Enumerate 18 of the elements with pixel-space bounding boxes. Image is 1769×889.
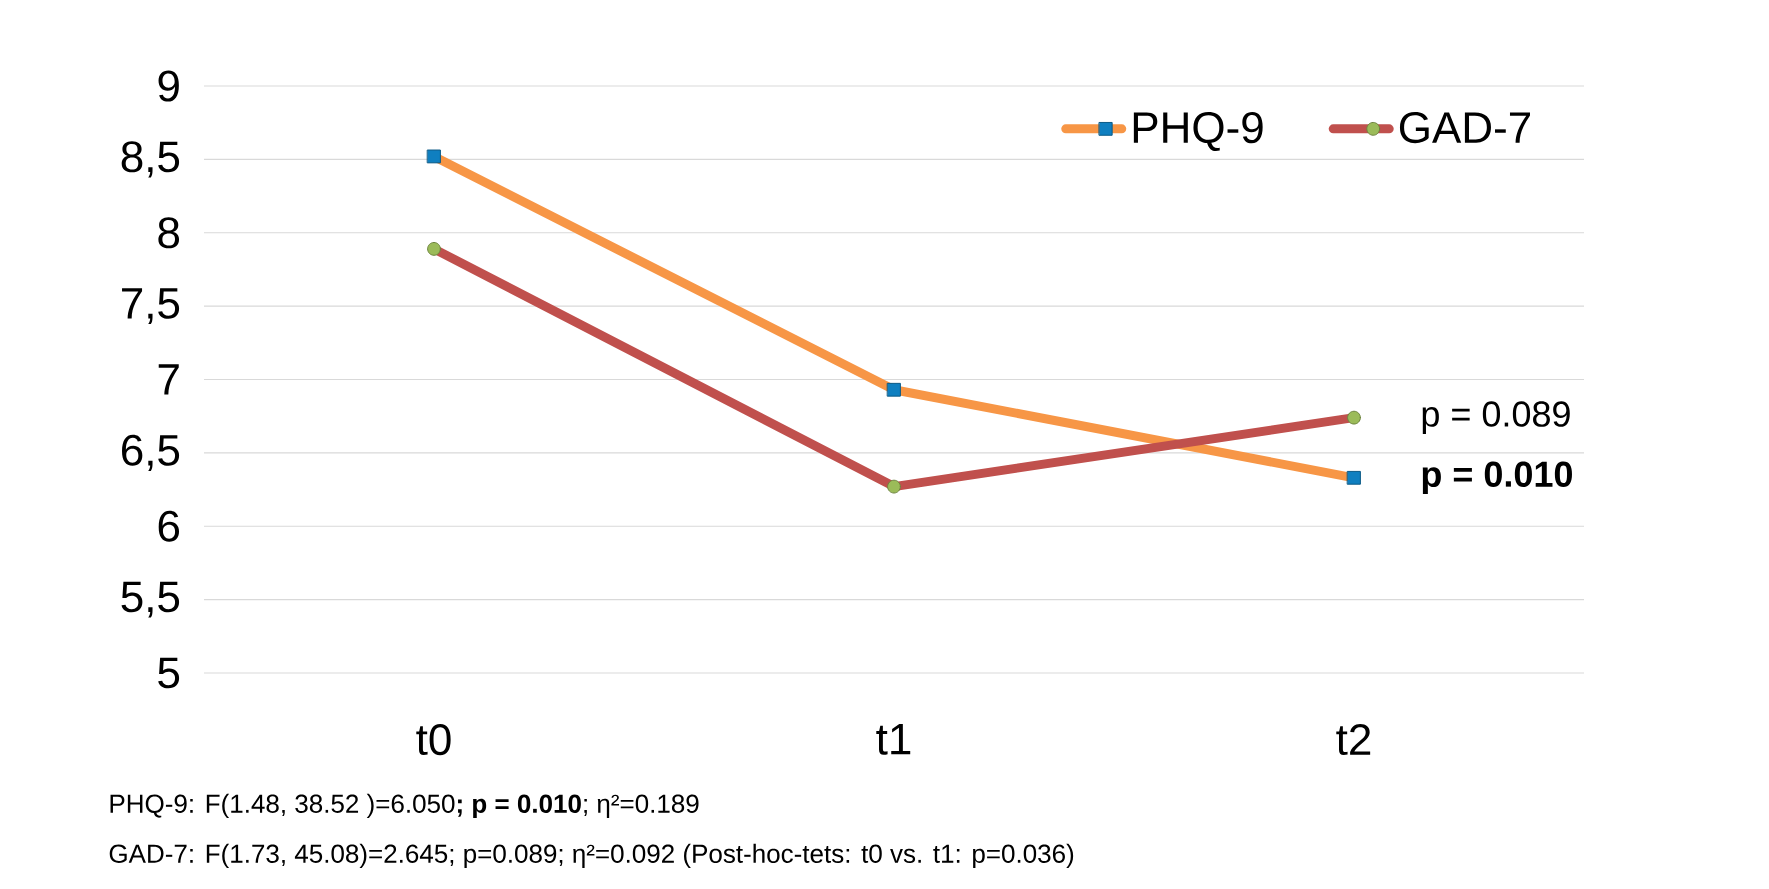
legend-label: PHQ-9	[1133, 111, 1263, 152]
x-tick-label: t1	[876, 724, 911, 755]
y-tick-label: 5	[158, 657, 180, 689]
x-tick-label: t2	[1336, 724, 1371, 756]
text: PHQ-9: F(1.48, 38.52 )=6.050; p = 0.010; η²=0.189	[110, 793, 699, 819]
annotation: p = 0.010	[1422, 461, 1572, 495]
x-tick-label: t0	[416, 724, 451, 756]
y-tick-label: 8	[158, 217, 180, 249]
y-tick-label: 6	[158, 510, 180, 542]
y-tick-label: 9	[158, 70, 179, 102]
y-tick-label: 5,5	[121, 581, 180, 618]
y-tick-label: 6,5	[122, 434, 180, 472]
y-tick-label: 8,5	[121, 141, 180, 178]
y-tick-label: 7	[158, 364, 179, 395]
legend-label: GAD-7	[1399, 111, 1530, 144]
text: GAD-7: F(1.73, 45.08)=2.645; p=0.089; η²=0.092 (Post-hoc-tets: t0 vs. t1: p=0.036)	[109, 843, 1074, 869]
annotation: p = 0.089	[1422, 401, 1570, 434]
y-tick-label: 7,5	[122, 288, 180, 325]
